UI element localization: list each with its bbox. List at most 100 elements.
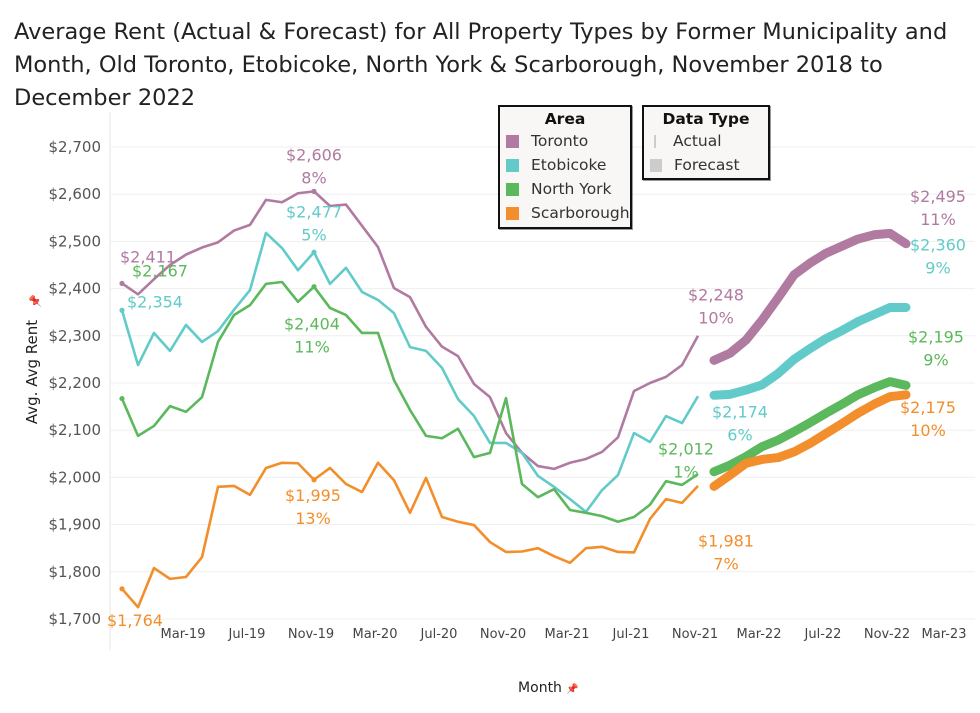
data-point[interactable] (311, 284, 317, 290)
data-point[interactable] (311, 188, 317, 194)
legend-item-forecast[interactable]: Forecast (644, 153, 768, 177)
y-tick-label: $2,300 (49, 327, 102, 345)
y-axis-ticks: $1,700 $1,800 $1,900 $2,000 $2,100 $2,200 $2,3… (49, 138, 102, 628)
legend-label: Etobicoke (531, 156, 607, 174)
series-lines (120, 190, 911, 609)
x-tick-label: Jul-21 (612, 627, 650, 642)
x-tick-label: Nov-22 (864, 627, 910, 642)
x-tick-label: Nov-20 (480, 627, 526, 642)
forecast-line-toronto[interactable] (709, 228, 911, 365)
data-type-legend[interactable]: Data Type Actual Forecast (642, 105, 770, 180)
legend-item-etobicoke[interactable]: Etobicoke (500, 153, 630, 177)
data-label-pct: 11% (294, 338, 330, 357)
data-label-pct: 1% (673, 463, 698, 482)
data-point[interactable] (119, 395, 125, 402)
data-label-value: $2,012 (658, 440, 714, 459)
actual-line-scarborough[interactable] (121, 461, 699, 609)
pin-icon: 📌 (566, 682, 579, 695)
legend-label: Actual (673, 132, 722, 150)
data-label-pct: 10% (910, 421, 946, 440)
data-label-value: $2,360 (910, 235, 966, 254)
y-tick-label: $2,600 (49, 185, 102, 203)
x-axis-ticks: Mar-19 Jul-19 Nov-19 Mar-20 Jul-20 Nov-20 Mar-… (161, 627, 967, 642)
forecast-line-north-york[interactable] (709, 377, 911, 477)
legend-label: Toronto (531, 132, 589, 150)
data-label-pct: 11% (920, 210, 956, 229)
x-tick-label: Mar-19 (161, 627, 206, 642)
y-tick-label: $2,000 (49, 468, 102, 486)
data-label-value: $2,495 (910, 187, 966, 206)
data-label-pct: 9% (925, 258, 950, 277)
data-point[interactable] (119, 586, 125, 592)
data-labels: $2,411 $2,354 $2,167 $1,764 $2,606 8% $2,477 5%… (107, 145, 966, 629)
y-tick-label: $2,500 (49, 232, 102, 250)
actual-line-north-york[interactable] (120, 280, 699, 524)
data-point[interactable] (311, 477, 317, 483)
data-label-value: $2,248 (688, 285, 744, 304)
x-tick-label: Mar-20 (353, 627, 398, 642)
legend-title: Data Type (662, 110, 750, 128)
y-tick-label: $2,200 (49, 374, 102, 392)
color-swatch-icon (506, 158, 519, 172)
data-label-pct: 8% (301, 168, 326, 187)
chart-title: Average Rent (Actual & Forecast) for All… (14, 19, 948, 111)
data-label-pct: 5% (301, 225, 326, 244)
y-tick-label: $1,700 (49, 610, 102, 628)
gridlines (109, 112, 975, 650)
color-swatch-icon (506, 182, 519, 196)
y-tick-label: $1,900 (49, 516, 102, 534)
data-label-value: $2,404 (284, 315, 340, 334)
x-axis-label: Month (518, 680, 562, 696)
legend-item-actual[interactable]: Actual (644, 129, 768, 153)
x-tick-label: Mar-21 (545, 627, 590, 642)
forecast-line-scarborough[interactable] (709, 390, 911, 491)
x-axis-title[interactable]: Month 📌 (518, 680, 579, 696)
legend-item-scarborough[interactable]: Scarborough (500, 201, 630, 225)
legend-label: North York (531, 180, 612, 198)
data-label-value: $2,174 (712, 402, 768, 421)
legend-title: Area (544, 110, 586, 128)
data-label-value: $2,477 (286, 202, 342, 221)
data-label-value: $1,981 (698, 531, 754, 550)
x-tick-label: Mar-23 (922, 627, 967, 642)
data-point[interactable] (119, 280, 125, 287)
data-label-value: $2,411 (120, 247, 176, 266)
data-label-value: $2,175 (900, 398, 956, 417)
y-axis-label: Avg. Avg Rent (23, 320, 41, 424)
pin-icon: 📌 (28, 294, 42, 308)
y-tick-label: $2,100 (49, 421, 102, 439)
data-label-value: $2,606 (286, 145, 342, 164)
data-point[interactable] (119, 307, 125, 313)
y-tick-label: $2,400 (49, 280, 102, 298)
x-tick-label: Nov-21 (672, 627, 718, 642)
x-tick-label: Nov-19 (288, 627, 334, 642)
thin-line-icon (654, 134, 656, 148)
legend-label: Scarborough (531, 204, 630, 222)
y-tick-label: $1,800 (49, 563, 102, 581)
x-tick-label: Mar-22 (737, 627, 782, 642)
data-label-pct: 13% (295, 509, 331, 528)
data-label-value: $1,995 (285, 486, 341, 505)
data-point[interactable] (311, 249, 317, 255)
data-label-pct: 10% (698, 308, 734, 327)
x-tick-label: Jul-19 (228, 627, 266, 642)
legend-item-toronto[interactable]: Toronto (500, 129, 630, 153)
actual-line-toronto[interactable] (121, 190, 700, 471)
data-label-pct: 7% (713, 554, 738, 573)
data-label-value: $2,195 (908, 327, 964, 346)
forecast-line-etobicoke[interactable] (709, 302, 911, 400)
y-axis-title[interactable]: Avg. Avg Rent 📌 (23, 294, 42, 424)
legend-label: Forecast (674, 156, 740, 174)
color-swatch-icon (506, 134, 519, 148)
legend-item-north-york[interactable]: North York (500, 177, 630, 201)
x-tick-label: Jul-20 (420, 627, 458, 642)
data-label-value: $2,167 (132, 262, 188, 281)
data-label-pct: 6% (727, 425, 752, 444)
area-legend[interactable]: Area Toronto Etobicoke North York Scarbo… (498, 105, 632, 229)
actual-line-etobicoke[interactable] (120, 231, 700, 514)
y-tick-label: $2,700 (49, 138, 102, 156)
thick-block-icon (650, 158, 662, 172)
data-label-pct: 9% (923, 350, 948, 369)
x-tick-label: Jul-22 (804, 627, 842, 642)
